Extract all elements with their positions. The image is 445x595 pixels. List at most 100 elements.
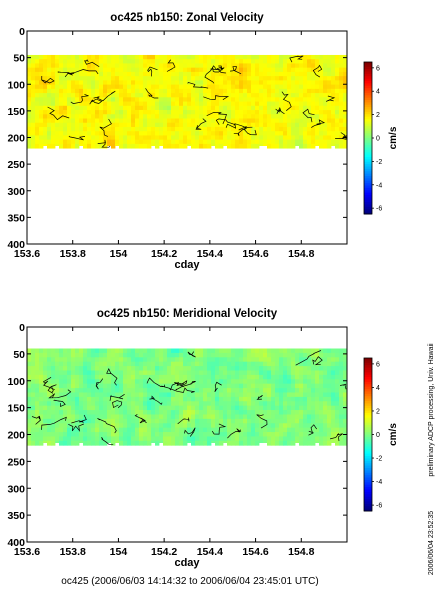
heatmap-cell [311,101,316,107]
heatmap-cell [239,59,244,64]
heatmap-cell [331,383,336,389]
heatmap-cell [39,392,44,398]
heatmap-cell [99,110,104,115]
heatmap-cell [235,76,240,81]
heatmap-cell [271,126,276,132]
heatmap-cell [143,88,148,94]
heatmap-cell [139,410,144,415]
heatmap-cell [199,352,204,358]
heatmap-cell [131,405,136,411]
heatmap-cell [199,436,204,442]
heatmap-cell [99,361,104,367]
heatmap-cell [87,432,92,437]
colorbar-swatch [364,460,372,464]
heatmap-cell [231,135,236,141]
heatmap-cell [87,440,92,446]
heatmap-cell [327,392,332,398]
heatmap-cell [279,388,284,393]
heatmap-cell [227,357,232,363]
heatmap-cell [283,432,288,437]
heatmap-cell [283,396,288,402]
heatmap-cell [71,374,76,380]
heatmap-cell [307,131,312,136]
heatmap-cell [271,80,276,86]
heatmap-cell [183,67,188,73]
heatmap-cell [115,414,120,420]
heatmap-cell [247,374,252,380]
heatmap-cell [291,63,296,69]
heatmap-cell [191,110,196,115]
heatmap-cell [79,405,84,411]
heatmap-cell [287,361,292,367]
contour-line [89,98,103,105]
heatmap-cell [339,414,344,420]
heatmap-cell [171,105,176,111]
heatmap-cell [287,414,292,420]
heatmap-cell [159,357,164,363]
heatmap-cell [315,143,320,146]
heatmap-cell [63,139,68,145]
heatmap-cell [203,122,208,128]
heatmap-cell [199,392,204,398]
heatmap-cell [295,59,300,64]
heatmap-cell [151,63,156,69]
heatmap-cell [339,135,344,141]
heatmap-cell [215,76,220,81]
heatmap-cell [235,423,240,429]
heatmap-cell [191,114,196,119]
heatmap-cell [83,105,88,111]
heatmap-cell [283,410,288,415]
heatmap-cell [163,418,168,424]
heatmap-cell [207,88,212,94]
heatmap-cell [299,59,304,64]
heatmap-cell [331,71,336,77]
contour-line [289,55,304,63]
heatmap-cell [91,139,96,145]
heatmap-cell [287,379,292,385]
colorbar-swatch [364,138,372,141]
heatmap-cell [231,374,236,380]
heatmap-cell [191,135,196,141]
heatmap-cell [123,143,128,149]
heatmap-cell [147,361,152,367]
heatmap-cell [239,379,244,385]
heatmap-cell [315,388,320,393]
heatmap-cell [91,436,96,442]
colorbar-swatch [364,501,372,505]
heatmap-cell [111,405,116,411]
heatmap-cell [155,379,160,385]
heatmap-cell [55,105,60,111]
heatmap-cell [327,410,332,415]
heatmap-cell [303,143,308,149]
heatmap-cell [327,131,332,136]
heatmap-cell [191,80,196,86]
heatmap-cell [51,396,56,402]
heatmap-cell [327,143,332,149]
heatmap-cell [95,352,100,358]
heatmap-cell [267,374,272,380]
heatmap-cell [227,410,232,415]
heatmap-cell [55,135,60,141]
heatmap-cell [343,427,348,433]
heatmap-cell [283,392,288,398]
heatmap-cell [35,348,40,354]
heatmap-cell [159,418,164,424]
heatmap-cell [215,427,220,433]
heatmap-cell [323,76,328,81]
heatmap-cell [175,401,180,407]
heatmap-cell [267,427,272,433]
heatmap-cell [251,383,256,389]
heatmap-cell [315,63,320,69]
heatmap-cell [295,105,300,111]
x-tick-label: 154.6 [242,546,268,558]
heatmap-cell [111,436,116,442]
heatmap-cell [267,366,272,371]
heatmap-cell [243,401,248,407]
heatmap-cell [175,118,180,124]
heatmap-cell [43,114,48,119]
heatmap-cell [143,97,148,102]
heatmap-cell [327,80,332,86]
colorbar-swatch [364,64,372,68]
heatmap-cell [263,84,268,90]
